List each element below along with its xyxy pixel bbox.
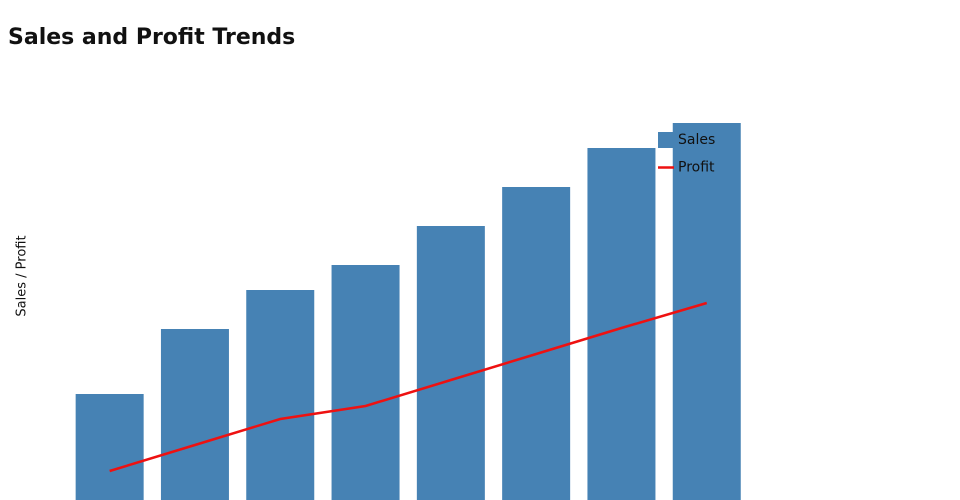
bar bbox=[160, 329, 229, 500]
y-axis-label: Sales / Profit bbox=[15, 235, 30, 316]
bar bbox=[587, 148, 656, 500]
bar bbox=[502, 187, 571, 500]
line bbox=[109, 301, 708, 473]
bar bbox=[75, 394, 144, 500]
legend-label: Sales bbox=[678, 132, 715, 148]
bar bbox=[416, 226, 485, 500]
bar bbox=[672, 123, 741, 500]
legend-swatch bbox=[658, 132, 674, 148]
bar bbox=[246, 290, 315, 500]
legend-label: Profit bbox=[678, 160, 715, 176]
bar bbox=[331, 265, 400, 500]
chart-title: Sales and Profit Trends bbox=[8, 25, 295, 50]
